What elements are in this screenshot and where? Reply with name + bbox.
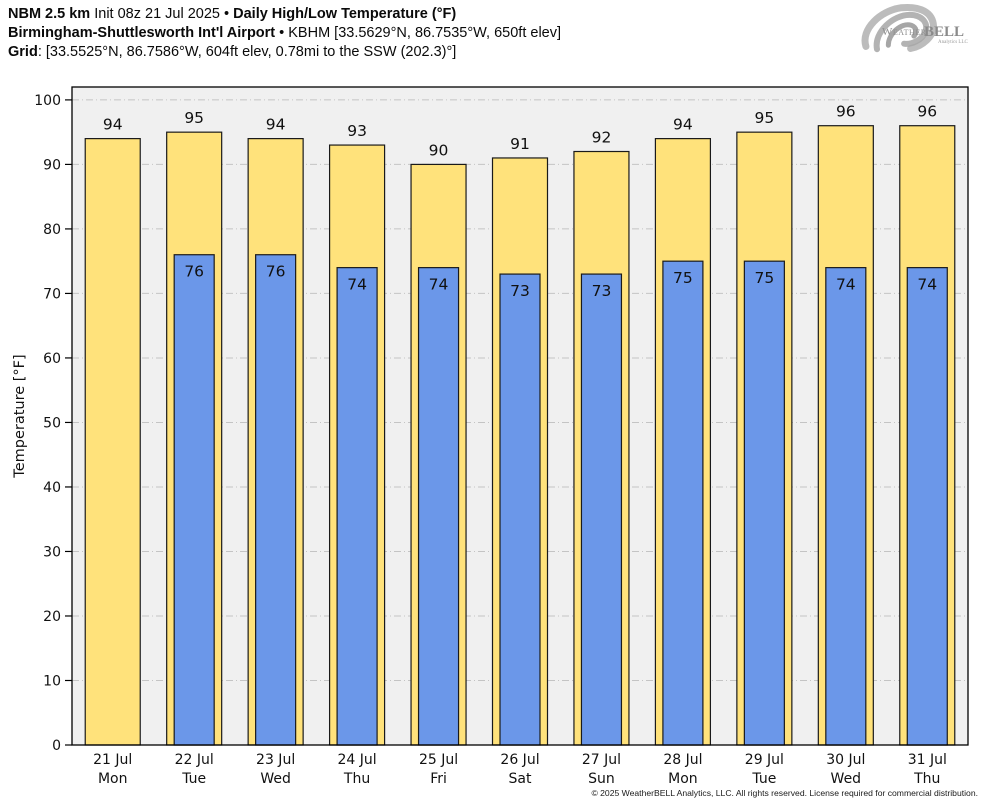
grid-coordinates: : [33.5525°N, 86.7586°W, 604ft elev, 0.7… xyxy=(37,44,457,60)
bar-low xyxy=(417,267,460,746)
bar-low xyxy=(580,273,623,746)
bar-low-value-label: 73 xyxy=(592,282,612,300)
x-tick-day-label: Sun xyxy=(588,771,615,787)
station-coordinates: • KBHM [33.5629°N, 86.7535°W, 650ft elev… xyxy=(275,25,562,41)
x-tick-day-label: Fri xyxy=(430,771,447,787)
copyright-notice: © 2025 WeatherBELL Analytics, LLC. All r… xyxy=(591,788,978,798)
x-tick-date-label: 22 Jul xyxy=(175,752,214,768)
x-tick-day-label: Tue xyxy=(751,771,776,787)
header-line-3: Grid: [33.5525°N, 86.7586°W, 604ft elev,… xyxy=(8,43,561,62)
station-name: Birmingham-Shuttlesworth Int'l Airport xyxy=(8,25,276,41)
weatherbell-logo: Weather BELL Analytics LLC xyxy=(861,3,969,53)
x-tick-date-label: 29 Jul xyxy=(745,752,784,768)
product-title: Daily High/Low Temperature (°F) xyxy=(233,6,457,22)
logo-weather-text: Weather xyxy=(882,26,927,38)
x-tick-date-label: 26 Jul xyxy=(500,752,539,768)
bar-low-value-label: 76 xyxy=(184,263,204,281)
x-tick-day-label: Wed xyxy=(831,771,862,787)
bar-high-value-label: 96 xyxy=(836,103,856,121)
bar-low xyxy=(336,267,378,746)
bar-low-value-label: 75 xyxy=(754,269,774,287)
bar-low-value-label: 76 xyxy=(266,263,286,281)
x-tick-date-label: 27 Jul xyxy=(582,752,621,768)
x-tick-date-label: 21 Jul xyxy=(93,752,132,768)
bar-low xyxy=(906,267,948,746)
bar-high-value-label: 90 xyxy=(429,141,449,159)
bar-high-value-label: 94 xyxy=(673,116,693,134)
bar-high-value-label: 91 xyxy=(510,135,530,153)
logo-bell-text: BELL xyxy=(924,24,964,40)
plot-frame xyxy=(71,86,969,746)
y-tick-label: 0 xyxy=(52,738,61,754)
x-tick-day-label: Thu xyxy=(913,771,940,787)
x-tick-date-label: 23 Jul xyxy=(256,752,295,768)
y-tick-label: 10 xyxy=(43,673,61,689)
y-tick-label: 90 xyxy=(43,157,61,173)
y-tick-label: 40 xyxy=(43,480,61,496)
x-tick-day-label: Thu xyxy=(343,771,370,787)
init-time: Init 08z 21 Jul 2025 • xyxy=(90,6,234,22)
x-tick-date-label: 30 Jul xyxy=(826,752,865,768)
bar-low-value-label: 73 xyxy=(510,282,530,300)
y-tick-label: 70 xyxy=(43,286,61,302)
grid-label: Grid xyxy=(8,44,38,60)
bar-high-value-label: 96 xyxy=(917,103,937,121)
bar-high-value-label: 93 xyxy=(347,122,367,140)
bar-low xyxy=(255,254,297,746)
hurricane-swirl-icon xyxy=(861,3,938,53)
y-axis-title: Temperature [°F] xyxy=(12,354,28,478)
x-tick-date-label: 24 Jul xyxy=(338,752,377,768)
bar-low xyxy=(499,273,541,746)
bar-high xyxy=(84,138,141,746)
x-tick-day-label: Mon xyxy=(668,771,698,787)
bar-high-value-label: 95 xyxy=(184,109,204,127)
bar-high-value-label: 94 xyxy=(103,116,123,134)
bar-high-value-label: 95 xyxy=(754,109,774,127)
x-tick-date-label: 31 Jul xyxy=(908,752,947,768)
bar-low-value-label: 74 xyxy=(836,276,856,294)
x-tick-day-label: Mon xyxy=(98,771,128,787)
bar-low-value-label: 75 xyxy=(673,269,693,287)
y-tick-label: 80 xyxy=(43,222,61,238)
bar-low-value-label: 74 xyxy=(917,276,937,294)
bar-high-value-label: 94 xyxy=(266,116,286,134)
bar-low-value-label: 74 xyxy=(347,276,367,294)
x-tick-day-label: Wed xyxy=(260,771,291,787)
y-tick-label: 20 xyxy=(43,609,61,625)
x-tick-date-label: 28 Jul xyxy=(663,752,702,768)
model-name: NBM 2.5 km xyxy=(8,6,91,22)
chart-header: NBM 2.5 km Init 08z 21 Jul 2025 • Daily … xyxy=(8,5,561,62)
x-tick-day-label: Sat xyxy=(509,771,532,787)
y-tick-label: 100 xyxy=(34,93,61,109)
bar-low xyxy=(743,260,785,746)
logo-subtitle: Analytics LLC xyxy=(938,40,969,45)
x-tick-day-label: Tue xyxy=(181,771,206,787)
bar-low xyxy=(662,260,704,746)
bar-low-value-label: 74 xyxy=(429,276,449,294)
bar-low xyxy=(825,267,867,746)
bar-low xyxy=(173,254,215,746)
y-tick-label: 60 xyxy=(43,351,61,367)
bar-high-value-label: 92 xyxy=(592,129,612,147)
x-tick-date-label: 25 Jul xyxy=(419,752,458,768)
header-line-1: NBM 2.5 km Init 08z 21 Jul 2025 • Daily … xyxy=(8,5,561,24)
y-tick-label: 30 xyxy=(43,544,61,560)
header-line-2: Birmingham-Shuttlesworth Int'l Airport •… xyxy=(8,24,561,43)
y-tick-label: 50 xyxy=(43,415,61,431)
